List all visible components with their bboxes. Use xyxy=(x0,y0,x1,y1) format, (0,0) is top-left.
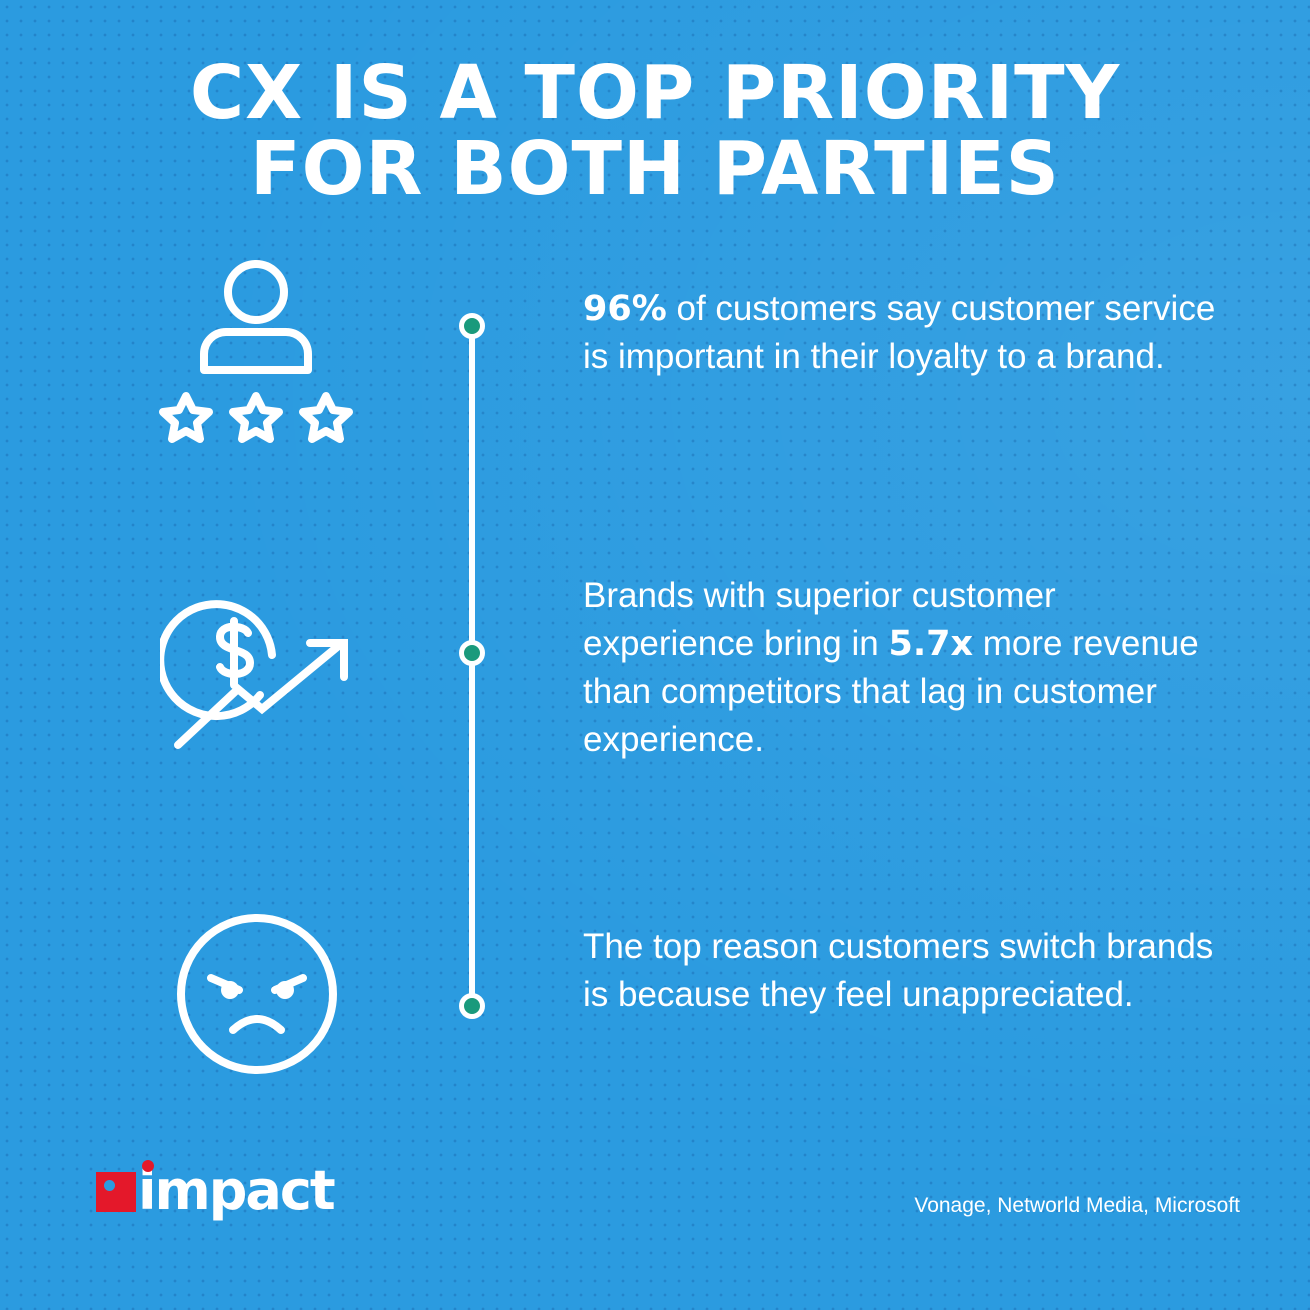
stat-2: Brands with superior customer experience… xyxy=(583,572,1223,764)
revenue-growth-icon xyxy=(160,600,348,749)
stat-3-text: The top reason customers switch brands i… xyxy=(583,927,1214,1014)
stat-3: The top reason customers switch brands i… xyxy=(583,923,1223,1019)
title-line-1: CX IS A TOP PRIORITY xyxy=(189,50,1121,136)
timeline-dot xyxy=(459,313,485,339)
page-title: CX IS A TOP PRIORITY FOR BOTH PARTIES xyxy=(0,55,1310,207)
stat-1-highlight: 96% xyxy=(583,289,667,329)
stat-2-text-end: more revenue than competitors that lag i… xyxy=(583,624,1199,759)
timeline-dot xyxy=(459,993,485,1019)
stat-1: 96% of customers say customer service is… xyxy=(583,285,1223,381)
timeline-dot xyxy=(459,640,485,666)
source-citation: Vonage, Networld Media, Microsoft xyxy=(914,1194,1240,1217)
user-rating-icon xyxy=(159,260,353,443)
angry-face-icon xyxy=(177,914,337,1074)
logo-square xyxy=(96,1172,136,1212)
logo-text: impact xyxy=(138,1159,336,1222)
stat-2-text-start: Brands with superior customer experience… xyxy=(583,576,1056,663)
logo-dot xyxy=(142,1160,154,1172)
title-line-2: FOR BOTH PARTIES xyxy=(250,126,1060,212)
stat-2-highlight: 5.7x xyxy=(888,624,974,664)
stat-1-text: of customers say customer service is imp… xyxy=(583,289,1216,376)
